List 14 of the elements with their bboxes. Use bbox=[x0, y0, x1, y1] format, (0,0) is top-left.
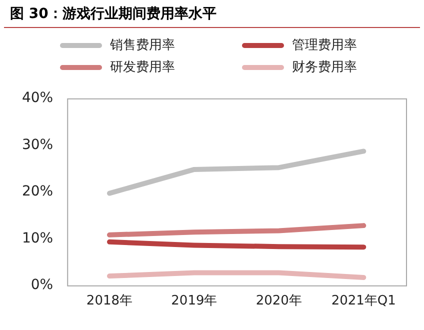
y-tick-label: 40% bbox=[22, 90, 54, 106]
x-tick-label: 2019年 bbox=[171, 294, 218, 309]
y-tick-label: 30% bbox=[22, 136, 54, 153]
y-tick-label: 0% bbox=[30, 277, 54, 294]
legend-label: 财务费用率 bbox=[292, 59, 357, 76]
legend-label: 销售费用率 bbox=[110, 37, 175, 54]
x-tick-label: 2021年Q1 bbox=[331, 294, 396, 309]
x-tick-label: 2018年 bbox=[86, 294, 133, 309]
y-tick-label: 20% bbox=[22, 184, 54, 200]
legend-label: 研发费用率 bbox=[110, 59, 175, 76]
y-tick-label: 10% bbox=[22, 230, 54, 246]
legend-label: 管理费用率 bbox=[292, 37, 357, 54]
x-tick-label: 2020年 bbox=[256, 294, 302, 309]
chart-title: 图 30：游戏行业期间费用率水平 bbox=[4, 0, 420, 28]
